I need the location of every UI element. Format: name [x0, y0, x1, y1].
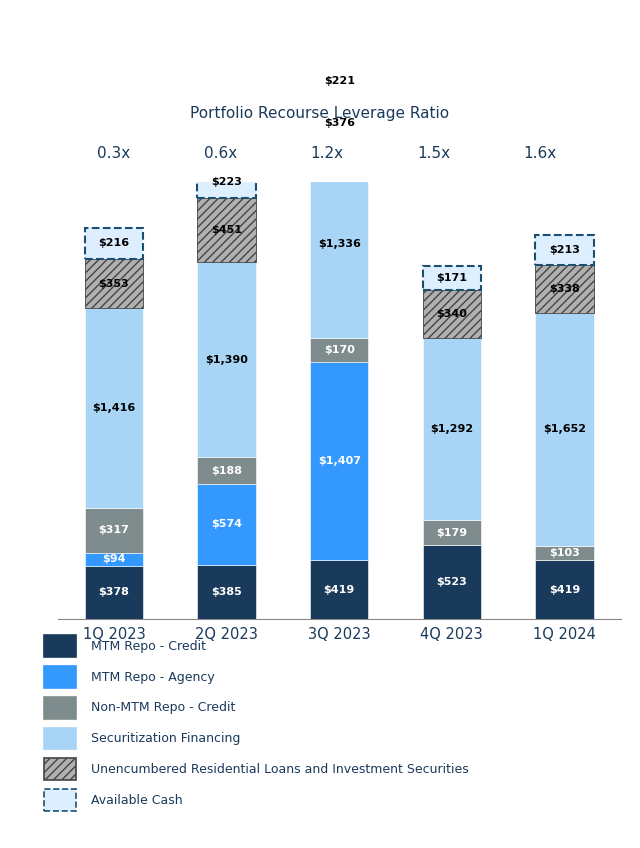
- Bar: [84, 309, 143, 508]
- Bar: [84, 553, 143, 566]
- Text: $340: $340: [436, 310, 467, 319]
- Bar: [535, 545, 594, 560]
- Bar: [422, 266, 481, 290]
- Text: 0.3x: 0.3x: [97, 146, 131, 161]
- Text: $385: $385: [211, 587, 242, 597]
- FancyBboxPatch shape: [44, 667, 76, 688]
- Text: $419: $419: [324, 584, 355, 594]
- Bar: [310, 65, 369, 97]
- Bar: [535, 235, 594, 265]
- Text: 1.2x: 1.2x: [310, 146, 344, 161]
- Text: $353: $353: [99, 278, 129, 288]
- Text: Quarterly Portfolio Financing Exposure: Quarterly Portfolio Financing Exposure: [60, 17, 580, 42]
- Text: $1,292: $1,292: [430, 424, 474, 434]
- Text: MTM Repo - Credit: MTM Repo - Credit: [91, 639, 206, 653]
- FancyBboxPatch shape: [44, 789, 76, 811]
- Text: Securitization Financing: Securitization Financing: [91, 732, 240, 745]
- Text: 1.5x: 1.5x: [417, 146, 451, 161]
- Bar: [310, 362, 369, 560]
- Bar: [197, 198, 256, 262]
- Text: $317: $317: [99, 525, 129, 535]
- Text: $171: $171: [436, 273, 467, 283]
- Text: (Dollar amounts in millions): (Dollar amounts in millions): [214, 62, 426, 77]
- Bar: [535, 560, 594, 619]
- Bar: [197, 167, 256, 198]
- Bar: [310, 97, 369, 149]
- Text: $1,652: $1,652: [543, 424, 586, 434]
- Bar: [197, 565, 256, 619]
- Text: $376: $376: [324, 118, 355, 128]
- Bar: [197, 262, 256, 457]
- Text: $221: $221: [324, 76, 355, 86]
- Text: $338: $338: [549, 284, 580, 294]
- Text: $419: $419: [549, 584, 580, 594]
- Bar: [535, 265, 594, 313]
- Bar: [310, 149, 369, 338]
- Text: Unencumbered Residential Loans and Investment Securities: Unencumbered Residential Loans and Inves…: [91, 763, 468, 776]
- Text: $179: $179: [436, 527, 467, 538]
- Text: $574: $574: [211, 519, 242, 529]
- Text: 0.6x: 0.6x: [204, 146, 237, 161]
- FancyBboxPatch shape: [44, 697, 76, 719]
- Text: $1,407: $1,407: [317, 456, 361, 466]
- Text: $103: $103: [549, 548, 580, 558]
- Text: $223: $223: [211, 177, 242, 187]
- Text: $170: $170: [324, 345, 355, 354]
- Text: 1.6x: 1.6x: [524, 146, 557, 161]
- Text: $94: $94: [102, 554, 125, 564]
- Bar: [197, 457, 256, 484]
- Text: Non-MTM Repo - Credit: Non-MTM Repo - Credit: [91, 701, 236, 714]
- FancyBboxPatch shape: [44, 635, 76, 657]
- Bar: [197, 484, 256, 565]
- Bar: [310, 338, 369, 362]
- Text: $1,416: $1,416: [92, 403, 136, 413]
- Text: $216: $216: [99, 238, 129, 248]
- Bar: [422, 338, 481, 520]
- Text: $1,336: $1,336: [318, 239, 360, 248]
- Bar: [535, 313, 594, 545]
- Text: $451: $451: [211, 225, 242, 235]
- Text: $213: $213: [549, 245, 580, 255]
- Bar: [422, 545, 481, 619]
- Text: $378: $378: [99, 588, 129, 597]
- Bar: [84, 508, 143, 553]
- Text: $188: $188: [211, 466, 242, 476]
- Text: $1,390: $1,390: [205, 354, 248, 365]
- Text: $523: $523: [436, 577, 467, 587]
- Text: MTM Repo - Agency: MTM Repo - Agency: [91, 671, 214, 683]
- FancyBboxPatch shape: [44, 728, 76, 750]
- Bar: [310, 560, 369, 619]
- Text: Available Cash: Available Cash: [91, 794, 182, 806]
- Bar: [84, 566, 143, 619]
- Bar: [84, 259, 143, 309]
- Text: Portfolio Recourse Leverage Ratio: Portfolio Recourse Leverage Ratio: [191, 106, 449, 121]
- Bar: [84, 228, 143, 259]
- Bar: [422, 290, 481, 338]
- Bar: [422, 520, 481, 545]
- FancyBboxPatch shape: [44, 758, 76, 780]
